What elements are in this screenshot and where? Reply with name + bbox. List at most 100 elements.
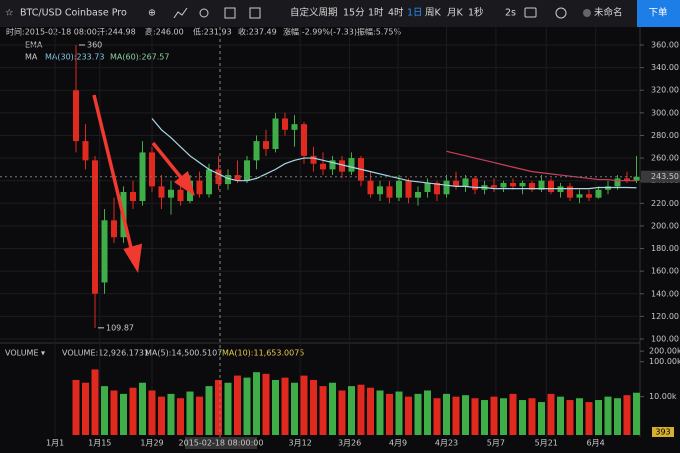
- y-tick-label: 360.00: [651, 41, 679, 50]
- volume-bar: [414, 393, 422, 435]
- period-option[interactable]: 周K: [425, 8, 442, 19]
- volume-tag: [652, 427, 674, 437]
- volume-bar: [566, 400, 574, 435]
- volume-bar: [462, 395, 469, 435]
- y2-tick-label: 200.00k: [649, 347, 680, 356]
- volume-bar: [110, 390, 118, 435]
- avatar[interactable]: [583, 9, 591, 17]
- ma-line: [151, 118, 637, 190]
- ma-line: [446, 150, 637, 182]
- volume-bar: [376, 390, 384, 435]
- candle-body: [168, 189, 174, 198]
- volume-bar: [528, 398, 536, 435]
- volume-bar: [291, 382, 298, 435]
- volume-bar: [585, 402, 593, 435]
- candle-body: [149, 152, 155, 187]
- period-option[interactable]: 1秒: [468, 7, 484, 19]
- candle-body: [329, 160, 336, 170]
- template-icon[interactable]: [249, 7, 261, 19]
- volume-bar: [329, 382, 336, 435]
- volume-bar: [186, 391, 194, 435]
- settings-icon[interactable]: [199, 8, 209, 18]
- y-tick-label: 120.00: [651, 312, 679, 321]
- candle-body: [263, 141, 269, 150]
- x-tick-label: 3月26: [338, 439, 361, 448]
- info-time: 时间:2015-02-18 08:00: [6, 27, 97, 37]
- arrowhead: [123, 243, 143, 274]
- period-option[interactable]: 1日: [407, 8, 423, 19]
- period-option[interactable]: 月K: [447, 8, 464, 19]
- x-tick-label: 1月15: [88, 439, 111, 448]
- period-option[interactable]: 15分: [343, 8, 365, 19]
- y-tick-label: 160.00: [651, 267, 679, 276]
- volume-bar: [557, 396, 564, 435]
- compare-icon[interactable]: ⊕: [148, 8, 156, 19]
- candle-body: [320, 163, 326, 170]
- candle-body: [538, 180, 545, 190]
- camera-icon[interactable]: [524, 7, 537, 18]
- y2-tick-label: 100.00k: [649, 357, 680, 366]
- candle-body: [434, 182, 440, 195]
- candle-body: [206, 169, 212, 195]
- volume-bar: [338, 390, 346, 435]
- volume-bar: [547, 393, 555, 435]
- volume-bar: [72, 379, 80, 435]
- candle-body: [139, 152, 146, 202]
- candle-body: [453, 180, 459, 187]
- volume-tag-label: 393: [655, 428, 670, 437]
- volume-bar: [167, 393, 175, 435]
- order-button[interactable]: [637, 0, 680, 27]
- candle-body: [595, 189, 602, 198]
- y-tick-label: 340.00: [651, 63, 679, 72]
- period-option[interactable]: 4时: [388, 7, 404, 19]
- layout-icon[interactable]: [224, 7, 236, 19]
- custom-period[interactable]: 自定义周期: [290, 7, 338, 19]
- volume-bar: [82, 382, 89, 435]
- crosshair-time-box: [185, 437, 257, 449]
- order-button-label[interactable]: 下单: [648, 7, 668, 19]
- low-annotation: 109.87: [106, 323, 134, 332]
- volume-bar: [348, 386, 355, 435]
- candle-body: [234, 175, 241, 181]
- candle-body: [614, 178, 621, 187]
- volume-bar: [604, 396, 612, 435]
- info-high: 高:246.00: [145, 27, 184, 37]
- fullscreen-icon[interactable]: [555, 7, 567, 19]
- ma30-legend: MA(30):233.73: [45, 53, 104, 62]
- x-tick-label: 1月29: [140, 439, 163, 448]
- y-tick-label: 220.00: [651, 199, 679, 208]
- candle-body: [282, 118, 288, 130]
- indicator-icon[interactable]: [173, 7, 188, 19]
- candle-body: [576, 194, 583, 198]
- volume-bar: [101, 386, 108, 435]
- candle-body: [101, 220, 108, 283]
- x-tick-label: 5月21: [535, 439, 558, 448]
- refresh[interactable]: 2s: [505, 8, 516, 19]
- volume-bar: [243, 377, 251, 435]
- info-change: 涨幅:-2.99%(-7.33): [283, 27, 357, 37]
- volume-bar: [129, 387, 137, 435]
- volume-bar: [500, 398, 507, 435]
- layout-name[interactable]: 未命名: [594, 7, 623, 19]
- candle-body: [111, 220, 117, 238]
- info-low: 低:231.93: [193, 27, 232, 37]
- period-option[interactable]: 1时: [368, 7, 384, 19]
- volume-bar: [120, 393, 127, 435]
- candle-body: [215, 169, 222, 185]
- last-price-label: 243.50: [651, 172, 679, 181]
- arrow: [92, 94, 134, 253]
- y2-tick-label: 10.00k: [649, 392, 677, 401]
- symbol[interactable]: BTC/USD Coinbase Pro: [20, 8, 127, 19]
- volume-bar: [490, 396, 498, 435]
- volume-bar: [614, 398, 621, 435]
- star-icon[interactable]: ☆: [5, 8, 14, 19]
- volume-bar: [519, 400, 526, 435]
- volume-bar: [623, 395, 631, 435]
- y-tick-label: 100.00: [651, 335, 679, 344]
- candle-body: [462, 178, 469, 187]
- y-tick-label: 320.00: [651, 86, 679, 95]
- volume-menu[interactable]: VOLUME ▾: [5, 349, 45, 358]
- volume-bar: [224, 382, 232, 435]
- volume-bar: [395, 391, 403, 435]
- volume-bar: [367, 387, 374, 435]
